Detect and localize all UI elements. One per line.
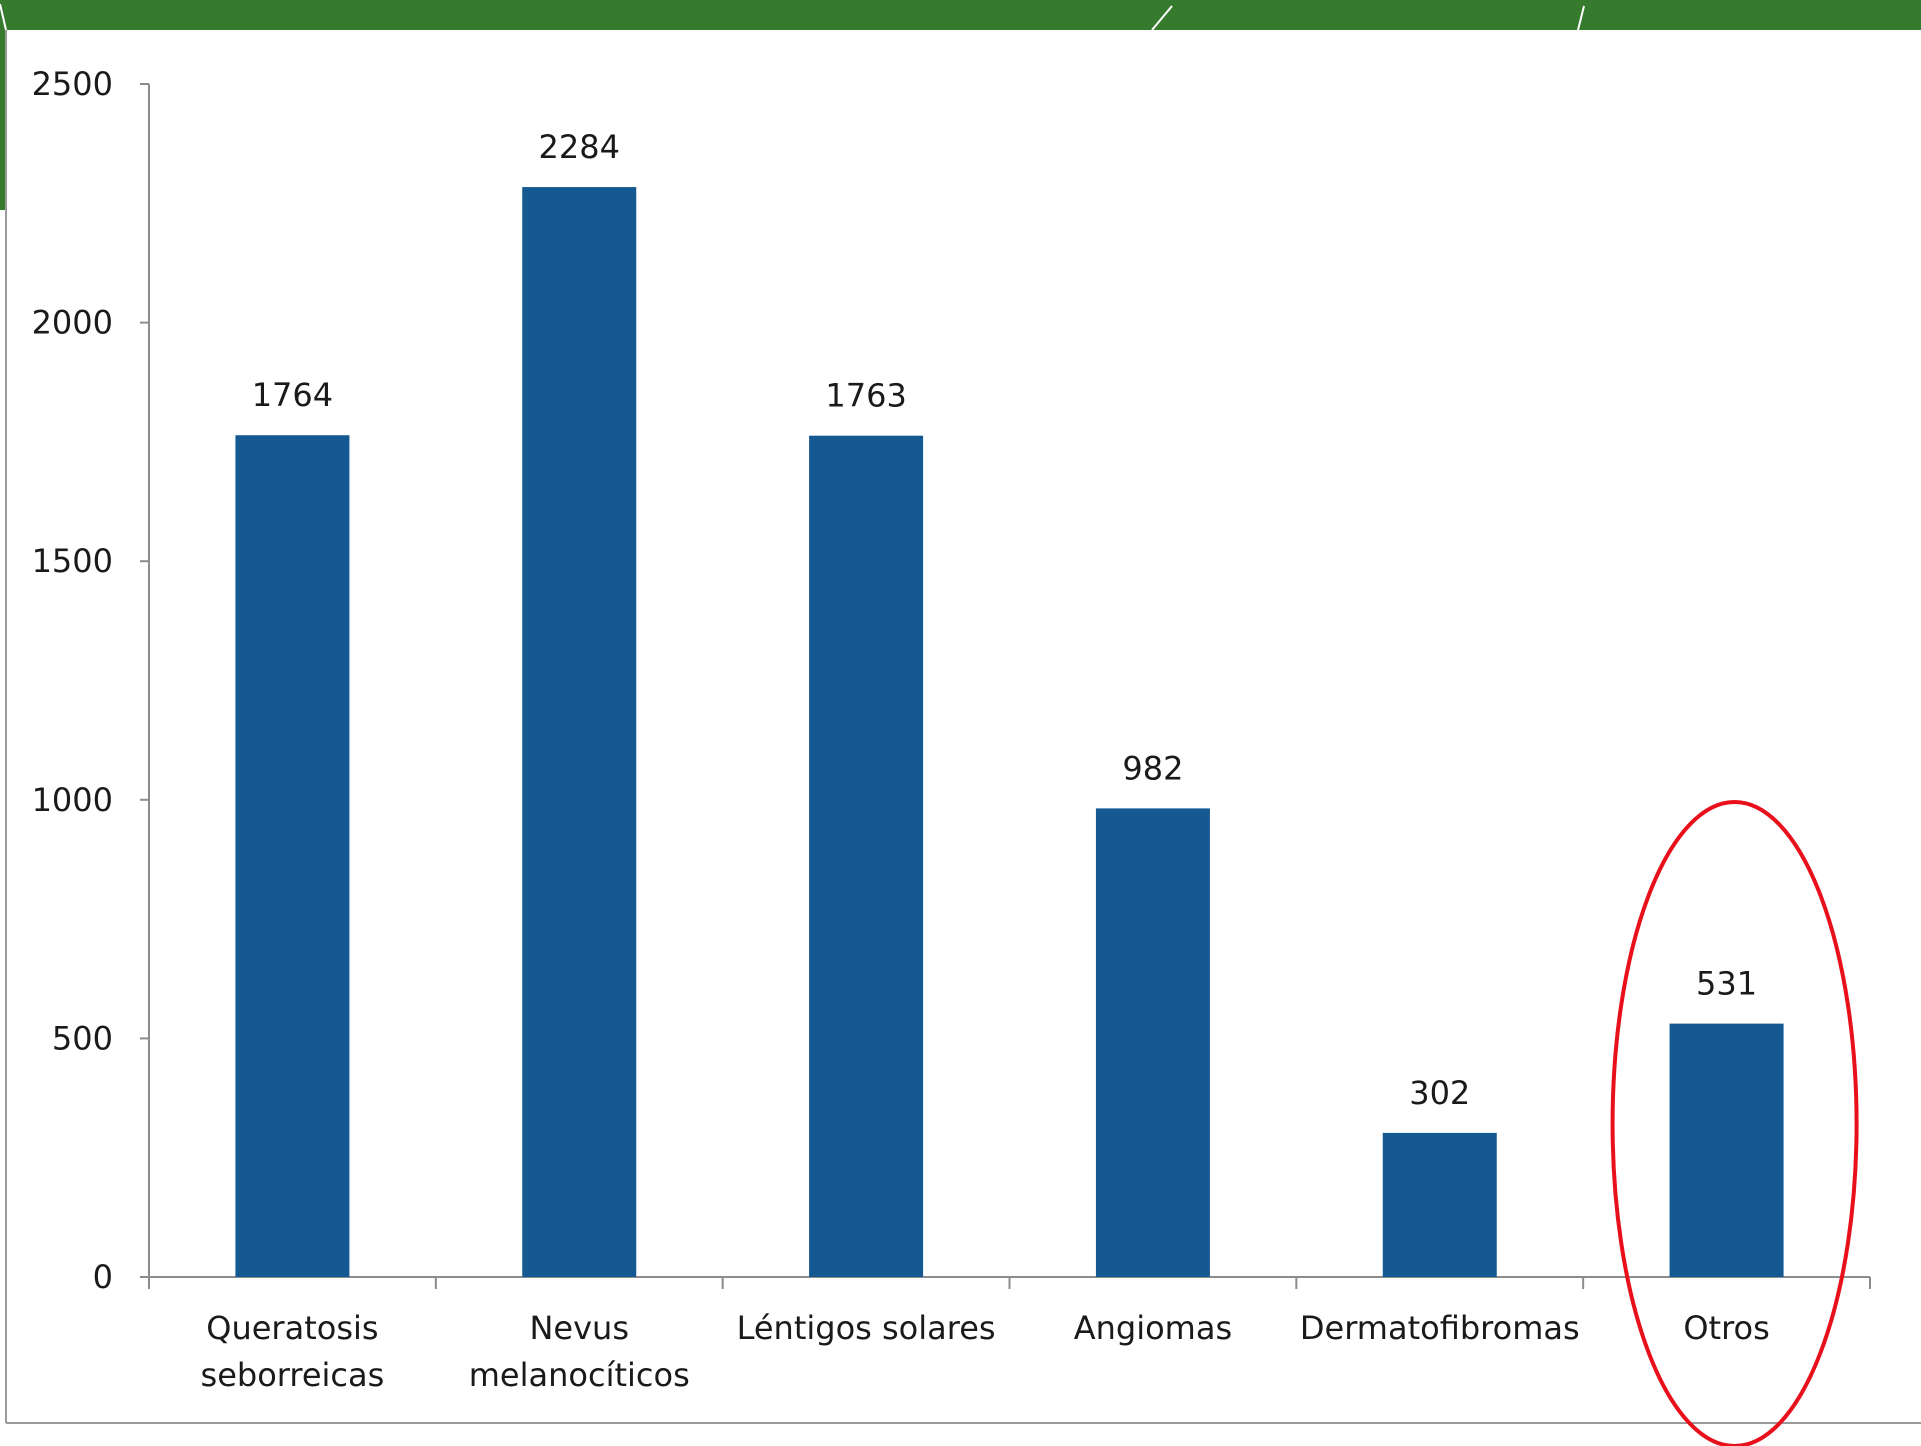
y-tick-label: 1000 <box>32 781 113 819</box>
category-label-line: melanocíticos <box>469 1356 690 1394</box>
category-labels: Queratosis seborreicas Nevus melanocíticos L… <box>201 1309 1770 1394</box>
category-label-line: Léntigos solares <box>737 1309 996 1347</box>
category-label: Otros <box>1683 1309 1769 1347</box>
banner-edge <box>0 30 5 210</box>
axes: 0 500 1000 1500 2000 2500 <box>32 65 1871 1296</box>
bar <box>522 187 637 1277</box>
data-label: 1764 <box>252 376 333 414</box>
green-banner <box>0 0 1921 210</box>
category-label-line: Queratosis <box>206 1309 378 1347</box>
bars <box>235 187 1784 1277</box>
category-label: Nevus melanocíticos <box>469 1309 690 1394</box>
chart-frame <box>5 30 1921 1424</box>
category-label: Queratosis seborreicas <box>201 1309 385 1394</box>
y-tick-label: 1500 <box>32 542 113 580</box>
category-label-line: seborreicas <box>201 1356 385 1394</box>
bar <box>1382 1132 1497 1277</box>
data-label: 982 <box>1122 749 1183 787</box>
banner-divider <box>0 3 7 31</box>
banner-strip <box>0 0 1921 30</box>
y-tick-label: 2000 <box>32 304 113 342</box>
banner-divider <box>1151 5 1173 31</box>
y-tick-label: 0 <box>93 1258 113 1296</box>
data-labels: 1764 2284 1763 982 302 531 <box>252 128 1757 1112</box>
y-tick-label: 500 <box>52 1019 113 1057</box>
data-label: 302 <box>1409 1074 1470 1112</box>
banner-divider <box>1577 5 1585 31</box>
data-label: 1763 <box>825 377 906 415</box>
category-label: Léntigos solares <box>737 1309 996 1347</box>
category-label-line: Dermatofibromas <box>1300 1309 1580 1347</box>
category-label: Dermatofibromas <box>1300 1309 1580 1347</box>
category-label: Angiomas <box>1074 1309 1232 1347</box>
bar <box>1669 1023 1784 1277</box>
y-tick-label: 2500 <box>32 65 113 103</box>
bar <box>1095 808 1210 1277</box>
data-label: 2284 <box>539 128 620 166</box>
category-label-line: Angiomas <box>1074 1309 1232 1347</box>
data-label: 531 <box>1696 965 1757 1003</box>
highlight-annotation <box>1610 800 1859 1446</box>
bar <box>235 435 350 1277</box>
bar <box>809 435 924 1277</box>
highlight-ellipse <box>1610 800 1859 1446</box>
category-label-line: Nevus <box>529 1309 629 1347</box>
category-label-line: Otros <box>1683 1309 1769 1347</box>
